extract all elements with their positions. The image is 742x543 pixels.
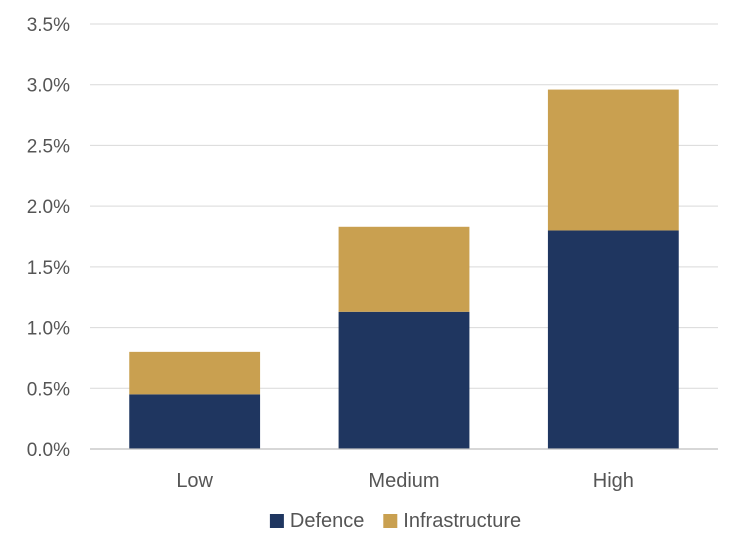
bar-defence-high [547,230,679,449]
x-axis-labels: Low Medium High [176,470,634,492]
bar-layer [129,89,679,449]
y-tick-label: 1.5% [27,258,70,279]
y-tick-label: 2.0% [27,197,70,218]
y-tick-label: 3.0% [27,76,70,97]
legend-label-infrastructure: Infrastructure [403,510,521,532]
y-tick-label: 0.5% [27,379,70,400]
bar-infrastructure-low [129,351,261,395]
bar-infrastructure-high [547,89,679,231]
bar-defence-medium [338,311,470,449]
x-category-label: High [593,470,634,492]
legend-swatch-defence [269,514,284,528]
y-tick-label: 1.0% [27,319,70,340]
y-axis-ticks: 0.0% 0.5% 1.0% 1.5% 2.0% 2.5% 3.0% 3.5% [27,15,70,461]
legend-label-defence: Defence [290,510,365,532]
x-category-label: Medium [368,470,439,492]
y-tick-label: 3.5% [27,15,70,36]
bar-defence-low [129,394,261,449]
y-tick-label: 2.5% [27,136,70,157]
bar-infrastructure-medium [338,226,470,312]
y-tick-label: 0.0% [27,440,70,461]
x-category-label: Low [176,470,213,492]
legend: Defence Infrastructure [269,510,521,532]
legend-swatch-infrastructure [383,514,398,528]
